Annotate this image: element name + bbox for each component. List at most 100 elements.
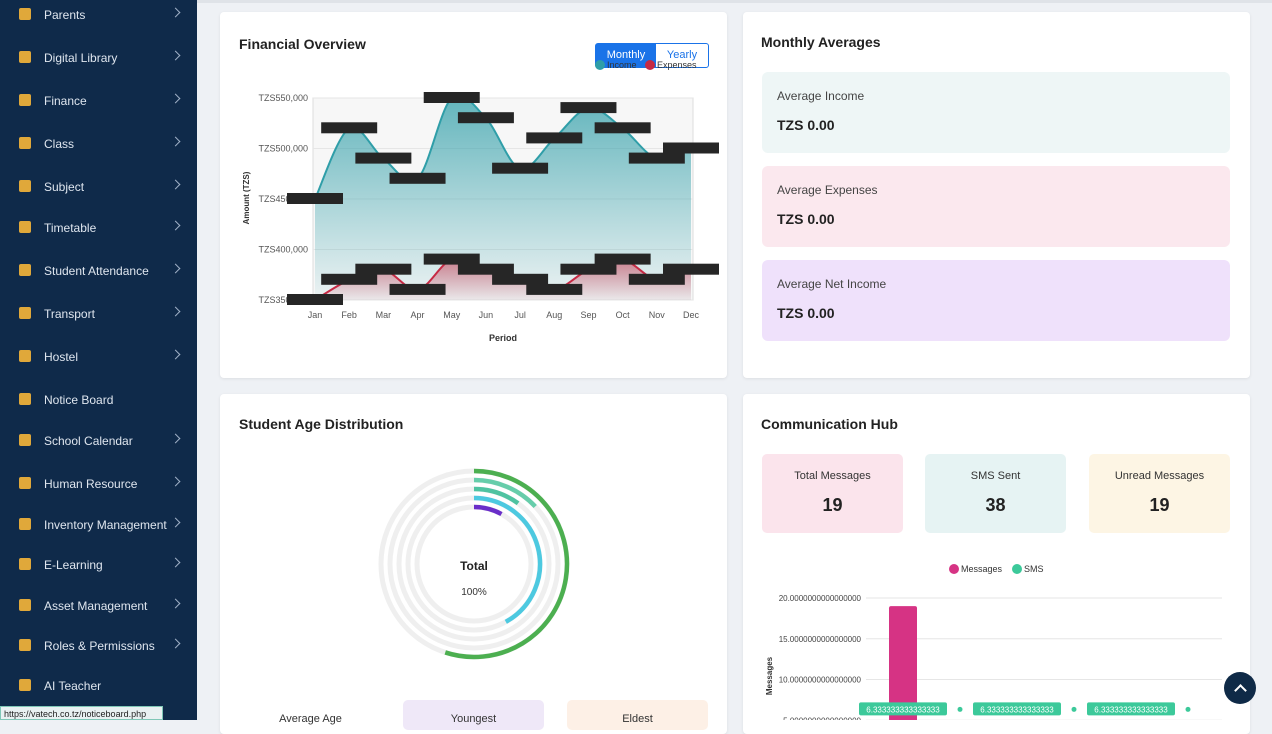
stat-box: SMS Sent 38 xyxy=(925,454,1066,533)
menu-item[interactable]: Student Attendance xyxy=(0,256,197,286)
age-stat-box: Eldest xyxy=(567,700,708,730)
average-value: TZS 0.00 xyxy=(777,117,835,133)
average-value: TZS 0.00 xyxy=(777,211,835,227)
average-label: Average Net Income xyxy=(777,277,887,291)
communication-card: Communication Hub xyxy=(743,394,1250,734)
menu-icon xyxy=(19,434,31,446)
menu-label: Finance xyxy=(44,94,87,108)
menu-icon xyxy=(19,393,31,405)
menu-item[interactable]: Transport xyxy=(0,299,197,329)
menu-item[interactable]: Timetable xyxy=(0,213,197,243)
menu-icon xyxy=(19,51,31,63)
stat-value: 19 xyxy=(822,495,843,515)
arrow-icon xyxy=(1234,684,1247,697)
menu-item[interactable]: Asset Management xyxy=(0,591,197,621)
stat-box: Unread Messages 19 xyxy=(1089,454,1230,533)
menu-label: Notice Board xyxy=(44,393,114,407)
age-stat-box: Average Age xyxy=(240,700,381,730)
menu-item[interactable]: Inventory Management xyxy=(0,510,197,540)
stat-label: SMS Sent xyxy=(970,470,1021,482)
menu-label: Class xyxy=(44,137,75,151)
chevron-icon xyxy=(170,263,181,274)
stat-label: Unread Messages xyxy=(1114,470,1205,482)
chevron-icon xyxy=(170,179,181,190)
menu-item[interactable]: Hostel xyxy=(0,342,197,372)
chevron-icon xyxy=(170,557,181,568)
age-stat-box: Youngest xyxy=(403,700,544,730)
chevron-icon xyxy=(170,50,181,61)
menu-label: School Calendar xyxy=(44,434,133,448)
menu-item[interactable]: School Calendar xyxy=(0,426,197,456)
age-card: Student Age Distribution xyxy=(220,394,727,734)
scroll-top-button[interactable] xyxy=(1224,672,1256,704)
stat-box: Total Messages 19 xyxy=(762,454,903,533)
menu-label: Human Resource xyxy=(44,477,138,491)
menu-label: Hostel xyxy=(44,350,79,364)
card-title: Financial Overview xyxy=(239,36,366,52)
menu-item[interactable]: Subject xyxy=(0,172,197,202)
chevron-icon xyxy=(170,517,181,528)
average-value: TZS 0.00 xyxy=(777,305,835,321)
menu-label: Transport xyxy=(44,307,95,321)
status-bar: https://vatech.co.tz/noticeboard.php xyxy=(0,706,163,720)
top-strip xyxy=(197,0,1272,3)
toggle-button[interactable]: Yearly xyxy=(655,43,709,68)
menu-icon xyxy=(19,94,31,106)
average-box: Average Expenses TZS 0.00 xyxy=(762,166,1230,247)
menu-icon xyxy=(19,264,31,276)
chevron-icon xyxy=(170,476,181,487)
menu-item[interactable]: Class xyxy=(0,129,197,159)
age-stat-label: Eldest xyxy=(622,713,653,725)
menu-icon xyxy=(19,180,31,192)
menu-icon xyxy=(19,307,31,319)
menu-icon xyxy=(19,221,31,233)
menu-label: Timetable xyxy=(44,221,97,235)
menu-icon xyxy=(19,518,31,530)
menu-item[interactable]: E-Learning xyxy=(0,550,197,580)
card-title: Monthly Averages xyxy=(761,34,881,50)
menu-icon xyxy=(19,477,31,489)
chevron-icon xyxy=(170,136,181,147)
financial-card: Financial Overview Monthly Yearly xyxy=(220,12,727,378)
menu-label: Roles & Permissions xyxy=(44,639,155,653)
average-box: Average Net Income TZS 0.00 xyxy=(762,260,1230,341)
menu-icon xyxy=(19,679,31,691)
menu-icon xyxy=(19,137,31,149)
sidebar: Parents Digital Library Finance Class Subjec… xyxy=(0,0,197,720)
menu-icon xyxy=(19,599,31,611)
menu-label: Parents xyxy=(44,8,86,22)
menu-item[interactable]: AI Teacher xyxy=(0,671,197,701)
chevron-icon xyxy=(170,7,181,18)
menu-item[interactable]: Roles & Permissions xyxy=(0,631,197,661)
menu-icon xyxy=(19,558,31,570)
stat-value: 19 xyxy=(1149,495,1170,515)
menu-label: Subject xyxy=(44,180,85,194)
menu-item[interactable]: Notice Board xyxy=(0,385,197,415)
chevron-icon xyxy=(170,93,181,104)
card-title: Student Age Distribution xyxy=(239,416,404,432)
average-label: Average Income xyxy=(777,89,865,103)
chevron-icon xyxy=(170,306,181,317)
chevron-icon xyxy=(170,598,181,609)
menu-label: E-Learning xyxy=(44,558,103,572)
menu-icon xyxy=(19,8,31,20)
stat-label: Total Messages xyxy=(794,470,871,482)
menu-label: AI Teacher xyxy=(44,679,102,693)
chevron-icon xyxy=(170,220,181,231)
menu-label: Student Attendance xyxy=(44,264,149,278)
menu-item[interactable]: Digital Library xyxy=(0,43,197,73)
average-box: Average Income TZS 0.00 xyxy=(762,72,1230,153)
average-label: Average Expenses xyxy=(777,183,878,197)
toggle-button[interactable]: Monthly xyxy=(595,43,657,68)
card-title: Communication Hub xyxy=(761,416,898,432)
menu-label: Asset Management xyxy=(44,599,148,613)
age-stat-label: Average Age xyxy=(279,713,342,725)
menu-item[interactable]: Human Resource xyxy=(0,469,197,499)
chevron-icon xyxy=(170,638,181,649)
menu-item[interactable]: Parents xyxy=(0,0,197,30)
menu-icon xyxy=(19,350,31,362)
stat-value: 38 xyxy=(985,495,1006,515)
menu-icon xyxy=(19,639,31,651)
menu-item[interactable]: Finance xyxy=(0,86,197,116)
